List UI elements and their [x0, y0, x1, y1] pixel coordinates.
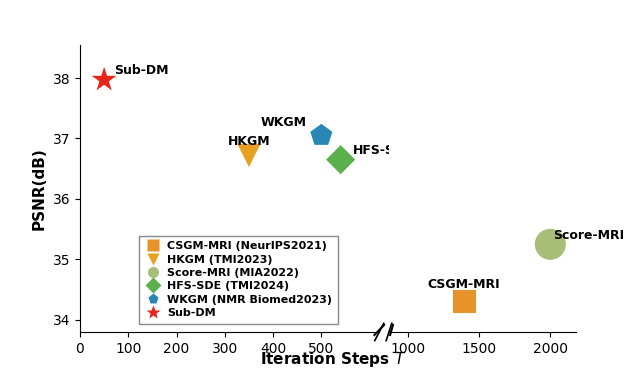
Point [99, 77, 109, 83]
Legend: CSGM-MRI (NeurIPS2021), HKGM (TMI2023), Score-MRI (MIA2022), HFS-SDE (TMI2024), : CSGM-MRI (NeurIPS2021), HKGM (TMI2023), … [140, 236, 338, 323]
Y-axis label: PSNR(dB): PSNR(dB) [32, 147, 47, 230]
Text: HFS-SDE: HFS-SDE [353, 144, 413, 157]
Point [335, 157, 346, 163]
Text: WKGM: WKGM [261, 116, 307, 129]
Text: Sub-DM: Sub-DM [114, 65, 168, 78]
Point [460, 299, 470, 305]
Text: Iteration Steps $T$: Iteration Steps $T$ [260, 350, 406, 369]
Text: HKGM: HKGM [228, 135, 270, 148]
Text: CSGM-MRI: CSGM-MRI [427, 279, 500, 291]
Point [244, 153, 254, 159]
Text: Score-MRI: Score-MRI [553, 229, 624, 242]
Point [316, 132, 326, 138]
Point [545, 241, 556, 247]
